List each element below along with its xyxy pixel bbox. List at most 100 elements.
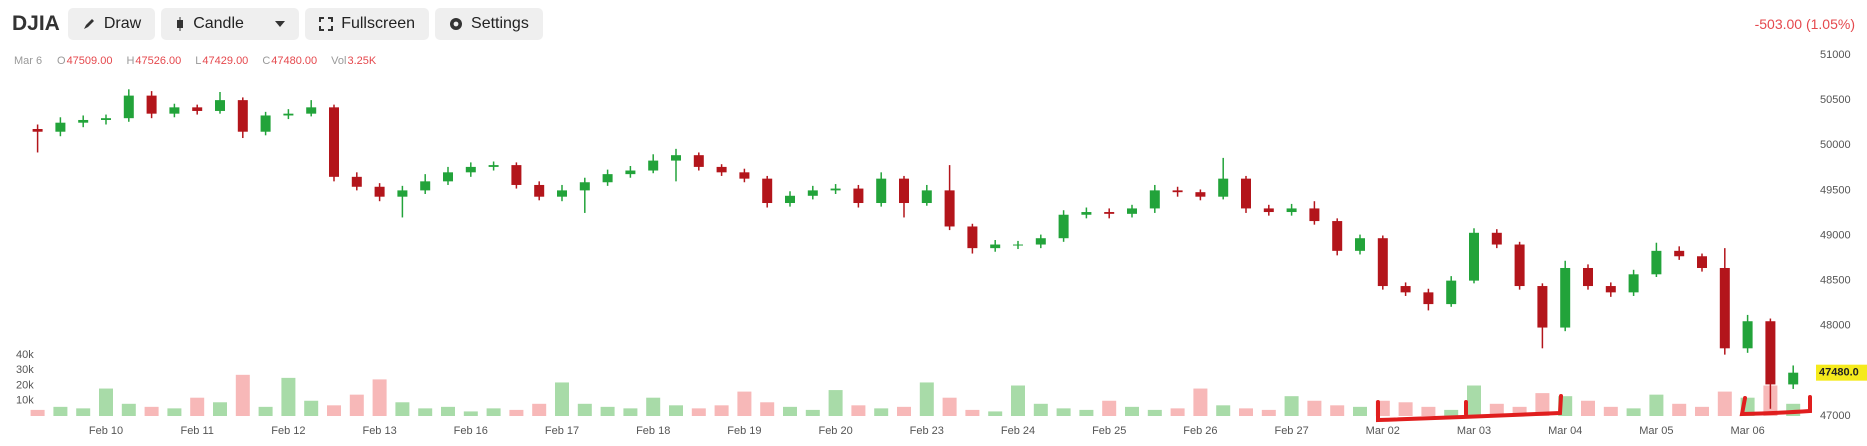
x-tick-label: Feb 23 xyxy=(910,425,944,437)
volume-bar xyxy=(1649,394,1664,416)
volume-bar xyxy=(942,397,957,416)
y-tick-label: 48500 xyxy=(1820,275,1851,287)
volume-bar xyxy=(235,374,250,416)
candle-body xyxy=(1423,292,1434,305)
info-row: O 47509.00 H 47526.00 L 47429.00 C 47480.00 Vol 3… xyxy=(57,55,377,67)
candle-body xyxy=(1400,286,1411,293)
candle-body xyxy=(1514,244,1525,287)
volume-bar xyxy=(372,379,387,416)
candle-body xyxy=(1127,208,1137,214)
volume-bar xyxy=(486,408,501,416)
candle-body xyxy=(123,95,134,119)
candle-body xyxy=(1332,221,1343,251)
candle-body xyxy=(899,178,909,204)
volume-bar xyxy=(623,408,638,416)
volume-bar xyxy=(1125,406,1139,416)
toolbar: DJIA Draw Candle Fullscreen Settings -50… xyxy=(0,0,1867,48)
volume-bar xyxy=(1717,391,1732,416)
volume-bar xyxy=(828,390,843,416)
volume-bar xyxy=(897,406,911,416)
x-tick-label: Mar 06 xyxy=(1730,425,1764,437)
candle-body xyxy=(55,122,66,132)
x-tick-label: Mar 03 xyxy=(1457,425,1491,437)
fullscreen-button[interactable]: Fullscreen xyxy=(305,8,430,40)
x-tick-label: Feb 20 xyxy=(818,425,852,437)
candle-button[interactable]: Candle xyxy=(161,8,300,40)
volume-bar xyxy=(76,408,91,416)
candle-body xyxy=(693,155,704,167)
draw-button[interactable]: Draw xyxy=(67,8,156,40)
candle-body xyxy=(762,178,773,204)
info-label: O xyxy=(57,55,66,67)
candle-body xyxy=(1058,214,1069,239)
volume-bar xyxy=(1261,409,1276,416)
volume-bar xyxy=(1239,408,1253,416)
volume-bar xyxy=(988,411,1003,416)
volume-bar xyxy=(1672,403,1687,416)
candle-body xyxy=(1149,190,1160,209)
volume-bar xyxy=(600,406,615,416)
volume-bar xyxy=(1102,400,1117,416)
candle-body xyxy=(1697,256,1707,268)
volume-bar xyxy=(1421,406,1436,416)
y-tick-label: 49500 xyxy=(1820,184,1851,196)
volume-bar xyxy=(1603,406,1618,416)
volume-bar xyxy=(1581,400,1595,416)
settings-button[interactable]: Settings xyxy=(435,8,543,40)
volume-bar xyxy=(395,402,410,416)
volume-bar xyxy=(1535,393,1550,416)
volume-bar xyxy=(783,406,797,416)
candle-body xyxy=(192,107,203,111)
candle-body xyxy=(830,188,841,191)
candle-body xyxy=(1469,232,1479,281)
candle-body xyxy=(853,188,864,204)
volume-bar xyxy=(714,405,729,416)
volume-bar xyxy=(669,405,683,416)
candle-body xyxy=(1286,208,1297,213)
candle-body xyxy=(1491,232,1502,245)
candle-body xyxy=(215,100,225,111)
candle-body xyxy=(260,115,271,132)
volume-bar xyxy=(532,403,547,416)
volume-bar xyxy=(463,411,478,416)
volume-bar xyxy=(1193,388,1208,416)
volume-bar xyxy=(1011,385,1025,416)
volume-bar xyxy=(121,403,136,416)
volume-bar xyxy=(418,408,433,416)
button-label: Fullscreen xyxy=(341,15,416,32)
candle-body xyxy=(1195,192,1206,197)
info-value: 47480.00 xyxy=(271,55,317,67)
x-tick-label: Feb 24 xyxy=(1001,425,1035,437)
x-tick-label: Mar 05 xyxy=(1639,425,1673,437)
candle-body xyxy=(625,170,636,175)
candle-body xyxy=(351,176,362,187)
volume-bar xyxy=(1467,385,1481,416)
candle-body xyxy=(1035,238,1046,245)
volume-bar xyxy=(144,406,159,416)
volume-bar xyxy=(1353,406,1367,416)
candle-body xyxy=(944,190,955,227)
candle-body xyxy=(1309,208,1320,222)
candle-body xyxy=(1377,238,1388,287)
x-tick-label: Feb 19 xyxy=(727,425,761,437)
candle-body xyxy=(1605,286,1616,293)
volume-bar xyxy=(213,402,227,416)
x-tick-label: Feb 26 xyxy=(1183,425,1217,437)
info-label: L xyxy=(195,55,201,67)
volume-bar xyxy=(281,377,296,416)
volume-bar xyxy=(190,397,205,416)
last-price-tag xyxy=(1816,364,1867,381)
volume-bar xyxy=(1489,403,1504,416)
volume-bar xyxy=(1444,409,1459,416)
candle-body xyxy=(511,165,522,185)
x-tick-label: Feb 17 xyxy=(545,425,579,437)
volume-bar xyxy=(30,409,45,416)
candle-body xyxy=(1651,250,1662,275)
volume-bar xyxy=(1330,405,1345,416)
candle-body xyxy=(1241,178,1251,209)
y-tick-label: 48000 xyxy=(1820,320,1851,332)
last-price-label: 47480.0 xyxy=(1819,367,1859,379)
volume-bar xyxy=(53,406,68,416)
